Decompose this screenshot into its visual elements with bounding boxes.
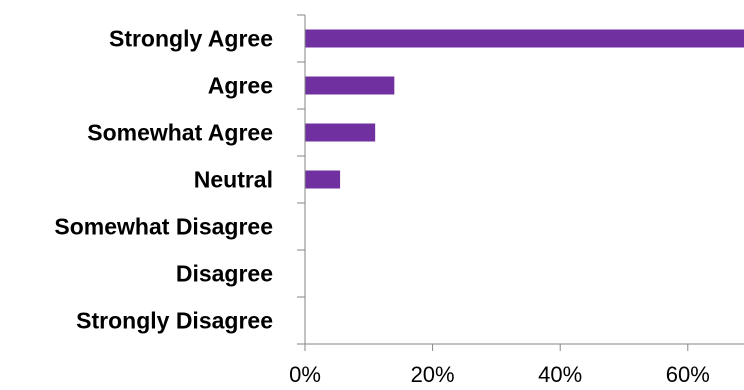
x-tick-label: 20% xyxy=(411,362,455,387)
category-label: Neutral xyxy=(194,167,273,193)
category-label: Disagree xyxy=(176,261,273,287)
bars-group xyxy=(305,29,744,189)
category-label: Strongly Agree xyxy=(109,26,273,52)
x-tick-labels-group: 0% 20% 40% 60% xyxy=(289,362,710,387)
x-tick-label: 40% xyxy=(538,362,582,387)
category-label: Somewhat Agree xyxy=(87,120,273,146)
category-labels-group: Strongly Agree Agree Somewhat Agree Neutral… xyxy=(54,26,273,334)
y-ticks-group xyxy=(297,14,305,345)
category-label: Somewhat Disagree xyxy=(54,214,273,240)
bar xyxy=(305,123,376,142)
bar xyxy=(305,170,341,189)
x-ticks-group xyxy=(304,344,689,351)
bar xyxy=(305,29,744,48)
x-tick-label: 0% xyxy=(289,362,321,387)
category-label: Agree xyxy=(208,73,273,99)
category-label: Strongly Disagree xyxy=(76,308,273,334)
x-tick-label: 60% xyxy=(666,362,710,387)
bar xyxy=(305,76,395,95)
